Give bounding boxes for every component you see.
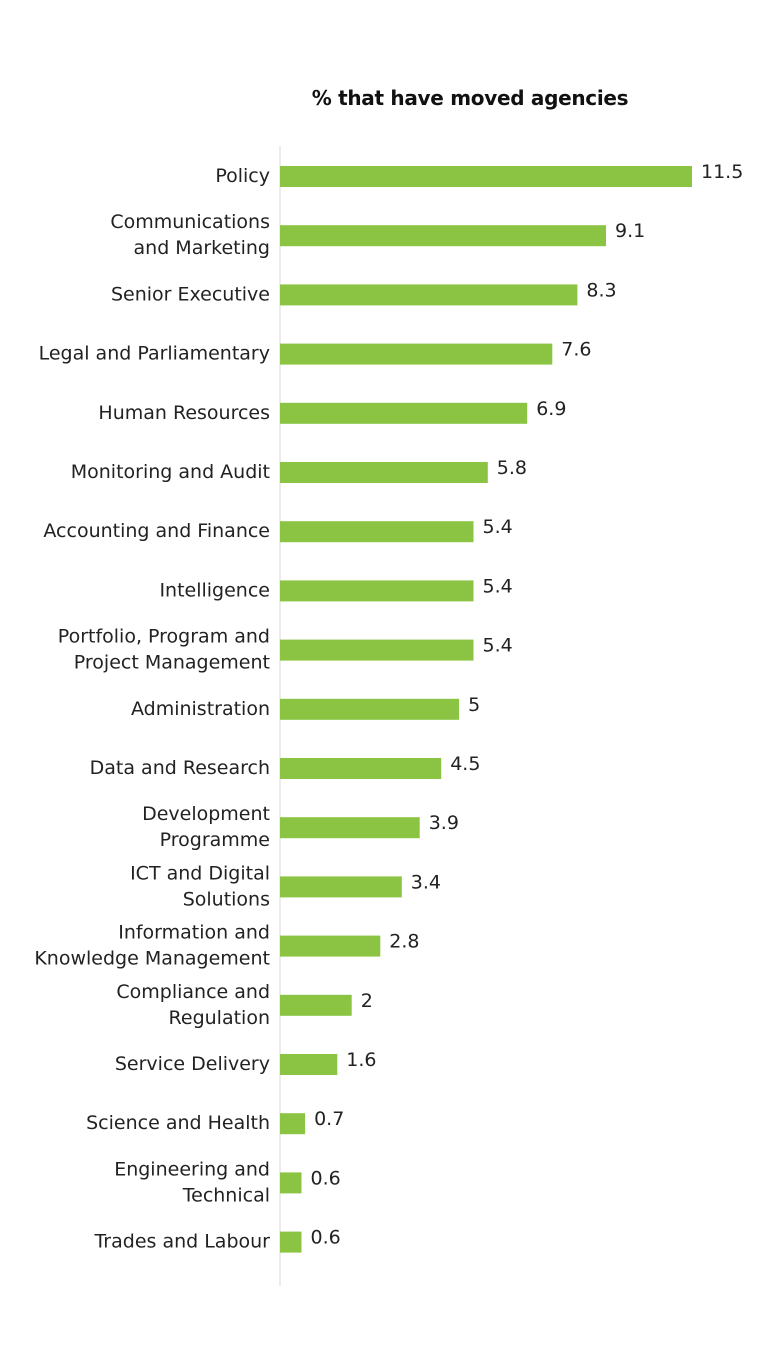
category-label: Senior Executive	[111, 283, 270, 305]
bar	[280, 166, 692, 187]
value-label: 1.6	[346, 1049, 376, 1071]
category-label: Human Resources	[98, 402, 270, 424]
value-label: 3.4	[411, 871, 441, 893]
value-label: 5.4	[483, 516, 513, 538]
bar	[280, 817, 420, 839]
value-label: 5.4	[483, 635, 513, 657]
value-label: 5.8	[497, 457, 527, 479]
category-label: Engineering and Technical	[114, 1158, 270, 1206]
bar	[280, 284, 578, 306]
value-label: 2.8	[389, 931, 419, 953]
category-label: Service Delivery	[115, 1053, 270, 1075]
category-label: Data and Research	[90, 757, 270, 779]
bar	[280, 876, 402, 898]
value-label: 5.4	[483, 575, 513, 597]
bar	[280, 521, 474, 543]
bar	[280, 1054, 338, 1075]
bar	[280, 462, 488, 483]
bar	[280, 935, 381, 957]
category-label: Legal and Parliamentary	[39, 343, 270, 365]
category-label: Policy	[215, 165, 270, 187]
category-label: ICT and Digital Solutions	[130, 862, 270, 910]
bar	[280, 994, 352, 1016]
value-label: 6.9	[536, 398, 566, 420]
value-labels-layer: 11.5 9.1 8.3 7.6 6.9 5.8 5.4 5.4 5.4 5 4.5 3.9 3.4 2.…	[311, 161, 744, 1249]
category-label: Portfolio, Program and Project Management	[58, 626, 270, 674]
category-label: Accounting and Finance	[43, 520, 270, 542]
category-label: Trades and Labour	[93, 1231, 270, 1253]
bar	[280, 758, 442, 779]
category-label: Communications and Marketing	[110, 211, 270, 259]
bar	[280, 402, 528, 424]
chart-title: % that have moved agencies	[311, 86, 629, 110]
value-label: 8.3	[586, 279, 616, 301]
value-label: 7.6	[561, 339, 591, 361]
value-label: 0.6	[311, 1227, 341, 1249]
category-label: Intelligence	[159, 579, 270, 601]
bar	[280, 1172, 302, 1194]
bar	[280, 1113, 306, 1135]
bar	[280, 343, 553, 365]
value-label: 0.7	[314, 1108, 344, 1130]
category-label: Administration	[131, 698, 270, 720]
value-label: 3.9	[429, 812, 459, 834]
bar	[280, 1231, 302, 1253]
bar	[280, 580, 474, 602]
bars-layer	[280, 166, 692, 1253]
bar	[280, 639, 474, 661]
value-label: 4.5	[450, 753, 480, 775]
category-labels-layer: Policy Communications and Marketing Senior …	[34, 165, 270, 1253]
category-label: Development Programme	[142, 803, 270, 851]
category-label: Compliance and Regulation	[116, 981, 270, 1029]
bar	[280, 698, 460, 720]
category-label: Information and Knowledge Management	[34, 922, 270, 970]
value-label: 0.6	[311, 1167, 341, 1189]
category-label: Science and Health	[86, 1112, 270, 1134]
value-label: 11.5	[701, 161, 743, 183]
value-label: 2	[361, 990, 373, 1012]
category-label: Monitoring and Audit	[71, 461, 270, 483]
value-label: 9.1	[615, 220, 645, 242]
value-label: 5	[468, 694, 480, 716]
bar	[280, 225, 606, 247]
